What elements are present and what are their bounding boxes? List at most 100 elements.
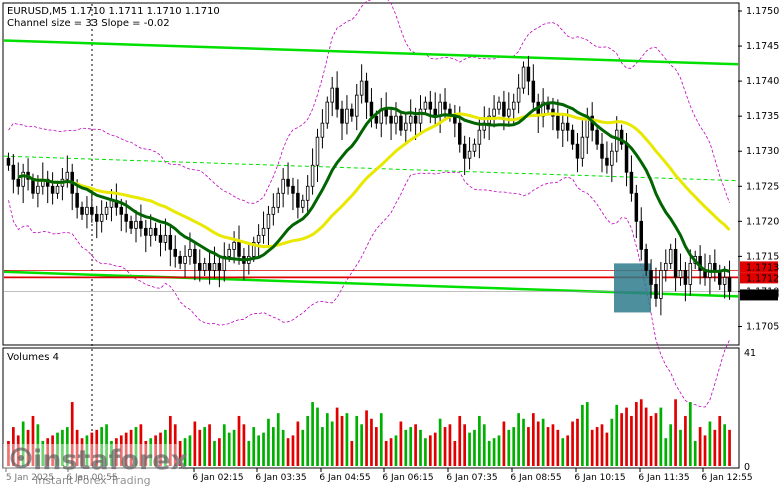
candle-body bbox=[462, 143, 467, 159]
volume-bar bbox=[404, 429, 408, 466]
candle-body bbox=[276, 192, 280, 208]
candle-body bbox=[345, 108, 349, 124]
volume-bar bbox=[384, 440, 388, 466]
candle-body bbox=[320, 122, 325, 138]
volume-bar bbox=[100, 427, 104, 466]
volume-bar bbox=[296, 421, 300, 466]
candle-body bbox=[330, 87, 334, 103]
candle-body bbox=[384, 108, 388, 117]
candle-body bbox=[472, 143, 477, 152]
candle-body bbox=[310, 164, 315, 187]
volume-bar bbox=[95, 429, 99, 466]
volume-bar bbox=[703, 435, 707, 466]
highlight-box bbox=[614, 263, 651, 313]
volume-bar bbox=[178, 440, 182, 466]
volume-bar bbox=[654, 413, 658, 466]
volume-bar bbox=[7, 440, 10, 466]
volume-bar bbox=[610, 418, 614, 466]
volume-bar bbox=[360, 424, 363, 466]
candle-body bbox=[428, 101, 433, 110]
price-tick-label: 1.1745 bbox=[746, 41, 779, 52]
volume-bar bbox=[448, 424, 452, 466]
candle-body bbox=[237, 241, 241, 257]
candle-body bbox=[50, 185, 55, 194]
candle-body bbox=[251, 241, 256, 257]
volume-bar bbox=[389, 438, 393, 466]
price-tick-label: 1.1725 bbox=[746, 181, 779, 192]
price-tick-label: 1.1740 bbox=[746, 76, 779, 87]
volume-bar bbox=[370, 418, 373, 466]
candle-body bbox=[654, 284, 658, 299]
volume-bar bbox=[605, 432, 609, 466]
candle-body bbox=[561, 122, 565, 131]
candle-body bbox=[134, 220, 138, 229]
volume-bar bbox=[541, 418, 545, 466]
time-tick-label: 6 Jan 06:15 bbox=[382, 473, 433, 483]
volume-bar bbox=[634, 402, 638, 466]
volume-bar bbox=[399, 421, 403, 466]
candle-body bbox=[36, 185, 40, 194]
candle-body bbox=[212, 262, 217, 271]
candle-body bbox=[227, 248, 231, 257]
price-label-text: 1.1713 bbox=[746, 262, 779, 273]
candle-body bbox=[45, 178, 50, 187]
candle-body bbox=[301, 199, 305, 208]
candle-body bbox=[556, 115, 560, 131]
candle-body bbox=[575, 143, 580, 159]
candle-body bbox=[418, 108, 423, 124]
candle-body bbox=[624, 143, 629, 173]
candle-body bbox=[673, 248, 678, 278]
price-tick-label: 1.1750 bbox=[746, 6, 779, 17]
volume-bar bbox=[159, 432, 162, 466]
volume-bar bbox=[482, 424, 486, 466]
price-tick-label: 1.1710 bbox=[746, 286, 779, 297]
candle-body bbox=[11, 164, 16, 180]
time-tick-label: 6 Jan 10:15 bbox=[574, 473, 625, 483]
volume-bar bbox=[590, 429, 594, 466]
price-label-box bbox=[740, 261, 778, 273]
candle-body bbox=[413, 115, 418, 124]
time-tick-label: 6 Jan 12:55 bbox=[701, 473, 752, 483]
candle-body bbox=[168, 234, 173, 250]
candle-body bbox=[173, 248, 177, 257]
volume-bar bbox=[242, 424, 246, 466]
volume-bar bbox=[527, 427, 530, 466]
volume-bar bbox=[379, 413, 383, 466]
volume-bar bbox=[75, 429, 79, 466]
volume-tick-label: 41 bbox=[744, 348, 756, 359]
volume-bar bbox=[286, 438, 290, 466]
volume-bar bbox=[522, 418, 525, 466]
header-line1: EURUSD,M5 1.1710 1.1711 1.1710 1.1710 bbox=[7, 6, 220, 17]
candle-body bbox=[90, 206, 94, 215]
volume-bar bbox=[222, 424, 226, 466]
volume-bar bbox=[232, 429, 236, 466]
volume-bar bbox=[267, 418, 270, 466]
volume-bar bbox=[674, 399, 677, 466]
volume-bar bbox=[124, 432, 128, 466]
volume-bar bbox=[571, 421, 574, 466]
volume-bar bbox=[487, 440, 491, 466]
volume-bar bbox=[625, 407, 628, 466]
volume-bar bbox=[203, 427, 207, 466]
candle-body bbox=[649, 269, 653, 285]
candle-body bbox=[404, 122, 408, 131]
candle-body bbox=[256, 234, 261, 243]
candle-body bbox=[614, 129, 619, 152]
volume-bar bbox=[80, 438, 84, 466]
candle-body bbox=[85, 206, 89, 215]
volume-bar bbox=[394, 435, 398, 466]
volume-bar bbox=[453, 440, 457, 466]
volume-bar bbox=[119, 435, 123, 466]
candle-body bbox=[21, 171, 25, 187]
candle-body bbox=[148, 227, 153, 236]
volume-bar bbox=[507, 429, 511, 466]
candle-body bbox=[389, 115, 393, 124]
volume-bar bbox=[271, 427, 275, 466]
volume-bar bbox=[664, 438, 668, 466]
candle-body bbox=[369, 101, 374, 117]
candle-body bbox=[502, 101, 506, 117]
volume-bar bbox=[595, 427, 599, 466]
candle-body bbox=[153, 227, 158, 236]
volume-bar bbox=[561, 438, 565, 466]
candle-body bbox=[139, 220, 143, 229]
